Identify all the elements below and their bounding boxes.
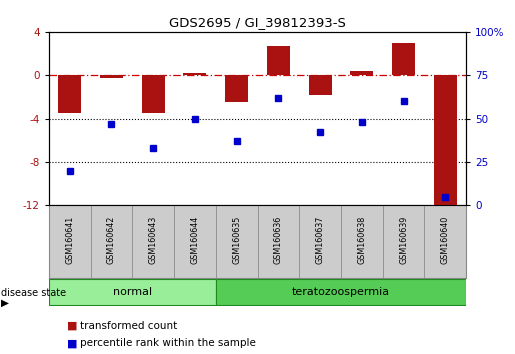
Text: GSM160639: GSM160639 [399, 216, 408, 264]
Bar [91, 205, 132, 278]
Text: GSM160643: GSM160643 [149, 216, 158, 264]
Text: normal: normal [113, 287, 152, 297]
Text: ▶: ▶ [1, 298, 9, 308]
Text: GSM160642: GSM160642 [107, 216, 116, 264]
Text: GSM160640: GSM160640 [441, 216, 450, 264]
Text: GSM160637: GSM160637 [316, 216, 324, 264]
Bar [183, 73, 207, 75]
Bar [424, 205, 466, 278]
Text: GSM160638: GSM160638 [357, 216, 366, 264]
Bar [350, 71, 373, 75]
Bar [308, 75, 332, 95]
Text: teratozoospermia: teratozoospermia [292, 287, 390, 297]
Bar [341, 205, 383, 278]
Bar [142, 75, 165, 113]
Bar [132, 205, 174, 278]
Bar [100, 75, 123, 79]
Bar [49, 205, 91, 278]
Bar [58, 75, 81, 113]
Bar [267, 46, 290, 75]
Bar [49, 279, 216, 305]
Bar [434, 75, 457, 205]
Text: ■: ■ [67, 321, 77, 331]
Text: percentile rank within the sample: percentile rank within the sample [80, 338, 256, 348]
Text: GSM160644: GSM160644 [191, 216, 199, 264]
Text: disease state: disease state [1, 288, 66, 298]
Title: GDS2695 / GI_39812393-S: GDS2695 / GI_39812393-S [169, 16, 346, 29]
Text: GSM160635: GSM160635 [232, 216, 241, 264]
Text: ■: ■ [67, 338, 77, 348]
Bar [225, 75, 248, 102]
Text: transformed count: transformed count [80, 321, 177, 331]
Bar [216, 205, 258, 278]
Text: GSM160641: GSM160641 [65, 216, 74, 264]
Bar [258, 205, 299, 278]
Bar [216, 279, 466, 305]
Text: GSM160636: GSM160636 [274, 216, 283, 264]
Bar [392, 43, 415, 75]
Bar [383, 205, 424, 278]
Bar [299, 205, 341, 278]
Bar [174, 205, 216, 278]
